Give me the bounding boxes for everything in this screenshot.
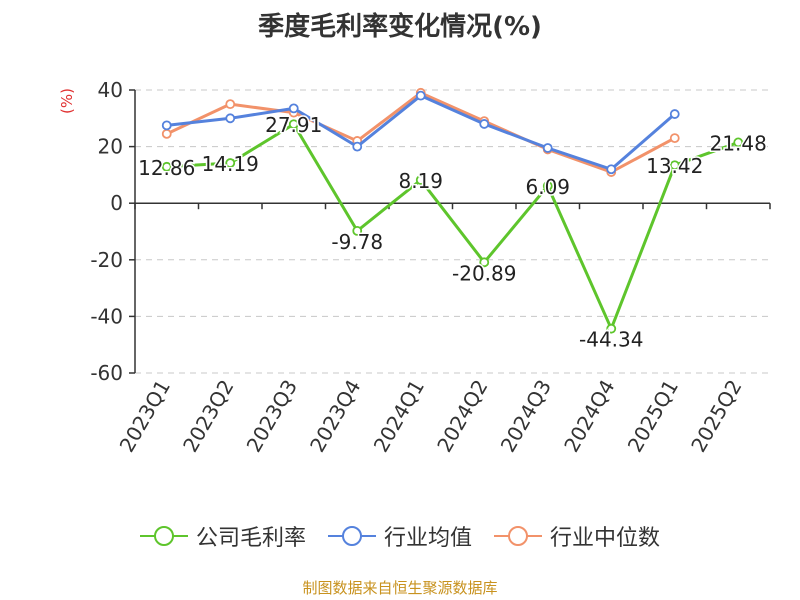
data-point <box>606 164 617 175</box>
legend-marker-company <box>139 523 188 549</box>
y-tick-label: -20 <box>90 248 123 272</box>
data-point <box>479 257 490 268</box>
data-label: -44.34 <box>579 328 643 352</box>
data-label: 6.09 <box>525 175 570 199</box>
y-tick-label: 0 <box>110 191 123 215</box>
legend-item-industry-mean[interactable]: 行业均值 <box>327 520 472 552</box>
source-note: 制图数据来自恒生聚源数据库 <box>302 579 498 597</box>
data-label: -9.78 <box>331 230 383 254</box>
data-point <box>542 143 553 153</box>
x-tick-label: 2024Q2 <box>432 376 492 457</box>
x-tick-label: 2024Q3 <box>496 376 556 457</box>
data-point <box>161 161 172 172</box>
data-point <box>415 175 426 185</box>
data-point <box>288 103 299 114</box>
x-tick-label: 2023Q3 <box>242 376 302 457</box>
data-point <box>225 113 236 124</box>
legend-label-industry-mean: 行业均值 <box>383 526 472 551</box>
y-tick-label: 20 <box>98 135 123 159</box>
data-label: 13.42 <box>646 154 703 178</box>
x-tick-label: 2023Q4 <box>305 376 365 457</box>
data-point <box>669 160 680 171</box>
y-tick-label: -40 <box>90 304 123 328</box>
data-point <box>352 141 363 152</box>
data-point <box>733 137 744 148</box>
data-point <box>669 133 680 144</box>
y-tick-label: 40 <box>98 78 123 102</box>
data-point <box>669 109 680 119</box>
data-label: 8.19 <box>398 169 443 193</box>
legend-item-industry-median[interactable]: 行业中位数 <box>494 520 660 552</box>
chart-title: 季度毛利率变化情况(%) <box>258 12 542 42</box>
data-point <box>288 119 299 130</box>
legend-label-company: 公司毛利率 <box>195 526 306 551</box>
series-line <box>166 122 739 331</box>
legend-marker-industry-mean <box>327 523 376 549</box>
legend-marker-industry-median <box>494 523 542 549</box>
data-point <box>225 158 236 168</box>
x-tick-label: 2024Q1 <box>369 376 429 457</box>
data-label: 14.19 <box>202 152 259 176</box>
x-tick-label: 2024Q4 <box>559 376 619 457</box>
x-tick-label: 2025Q2 <box>686 376 746 457</box>
data-point <box>542 181 553 191</box>
data-point <box>161 120 172 131</box>
x-tick-label: 2023Q2 <box>178 376 238 457</box>
data-point <box>352 225 363 236</box>
data-point <box>415 90 426 101</box>
data-label: -20.89 <box>452 261 516 285</box>
x-tick-label: 2023Q1 <box>115 376 175 457</box>
data-point <box>225 99 236 110</box>
data-point <box>479 119 490 129</box>
data-point <box>161 128 172 139</box>
y-tick-label: -60 <box>90 361 123 385</box>
legend-item-company[interactable]: 公司毛利率 <box>139 520 306 552</box>
data-label: 21.48 <box>710 131 767 155</box>
legend: 公司毛利率 行业均值 行业中位数 <box>0 520 800 552</box>
data-point <box>606 323 617 334</box>
data-label: 27.91 <box>265 113 322 137</box>
data-label: 12.86 <box>138 156 195 180</box>
legend-label-industry-median: 行业中位数 <box>550 526 661 551</box>
x-tick-label: 2025Q1 <box>623 376 683 457</box>
